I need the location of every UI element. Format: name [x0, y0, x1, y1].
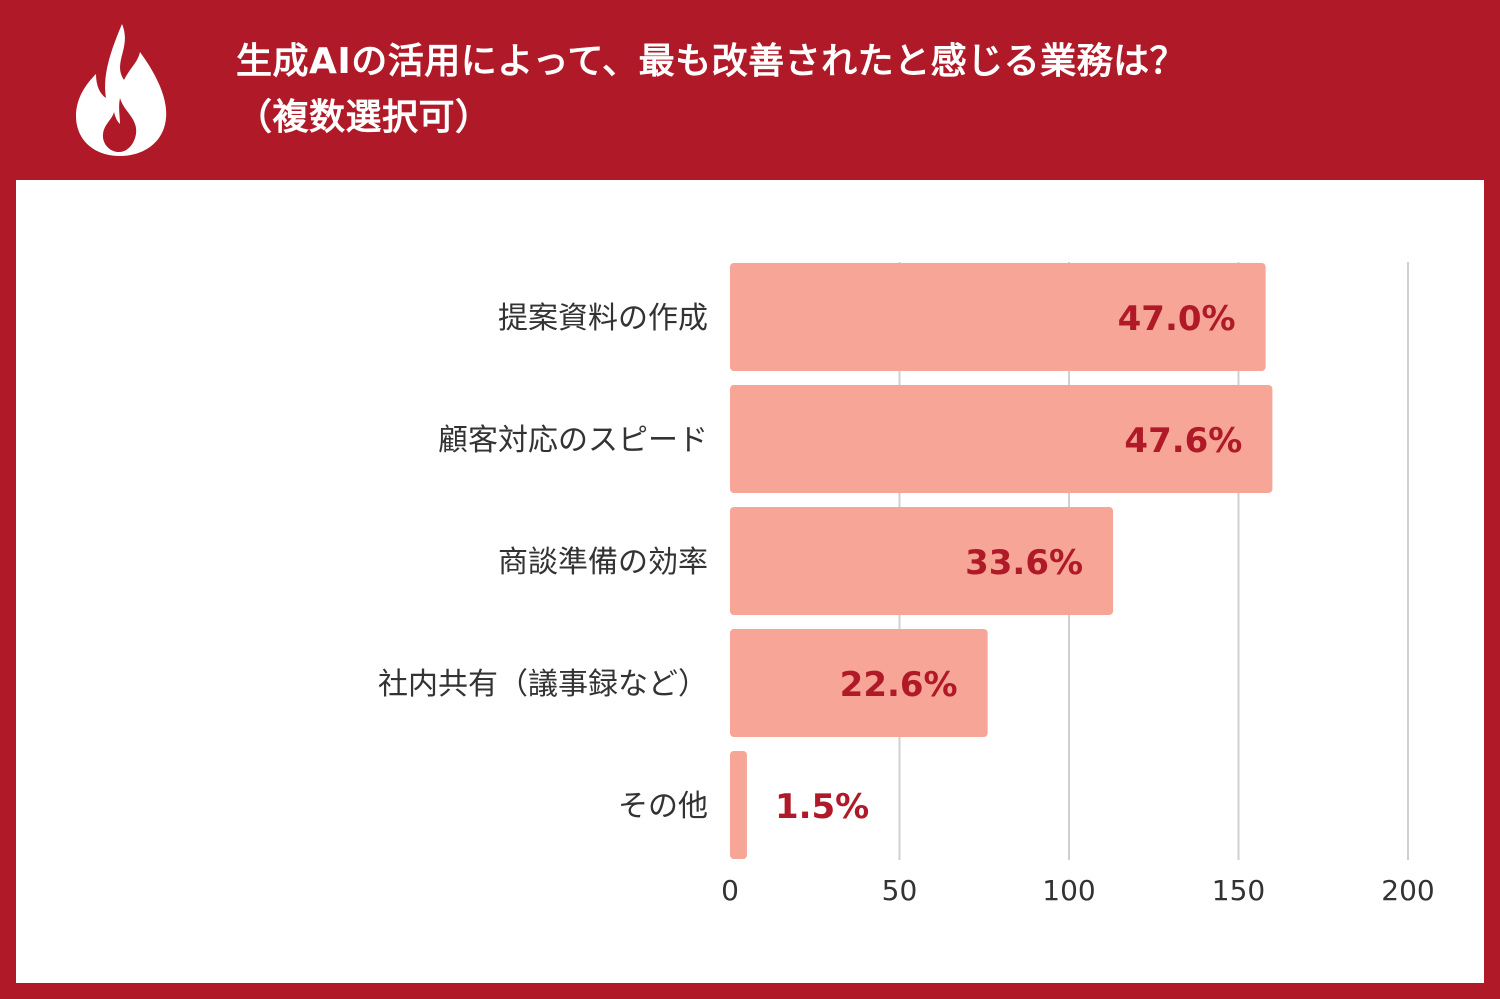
chart-panel: 提案資料の作成顧客対応のスピード商談準備の効率社内共有（議事録など） その他 47.… [16, 180, 1484, 983]
data-label-0: 47.0% [1118, 299, 1236, 339]
category-label-1: 顧客対応のスピード [438, 423, 708, 458]
bar-0 [730, 263, 1266, 371]
data-label-2: 33.6% [965, 543, 1083, 583]
x-tick-label-50: 50 [882, 874, 918, 907]
category-label-2: 商談準備の効率 [498, 545, 708, 580]
title-line-2: （複数選択可） [236, 97, 492, 138]
chart-title: 生成AIの活用によって、最も改善されたと感じる業務は？ （複数選択可） [236, 34, 1186, 146]
header-bar: 生成AIの活用によって、最も改善されたと感じる業務は？ （複数選択可） [0, 0, 1500, 180]
bar-4 [730, 751, 747, 859]
title-line-1: 生成AIの活用によって、最も改善されたと感じる業務は？ [236, 41, 1187, 82]
data-label-1: 47.6% [1124, 421, 1242, 461]
data-label-3: 22.6% [840, 665, 958, 705]
bar-3 [730, 629, 988, 737]
category-label-0: 提案資料の作成 [498, 301, 708, 336]
x-tick-label-0: 0 [721, 874, 739, 907]
x-tick-label-100: 100 [1042, 874, 1095, 907]
data-label-4: 1.5% [775, 787, 869, 827]
category-label-4: その他 [618, 789, 708, 824]
flame-icon [76, 24, 167, 156]
bar-2 [730, 507, 1114, 615]
bar-1 [730, 385, 1273, 493]
x-tick-label-150: 150 [1212, 874, 1265, 907]
category-label-3: 社内共有（議事録など） [378, 667, 708, 702]
x-tick-label-200: 200 [1381, 874, 1434, 907]
